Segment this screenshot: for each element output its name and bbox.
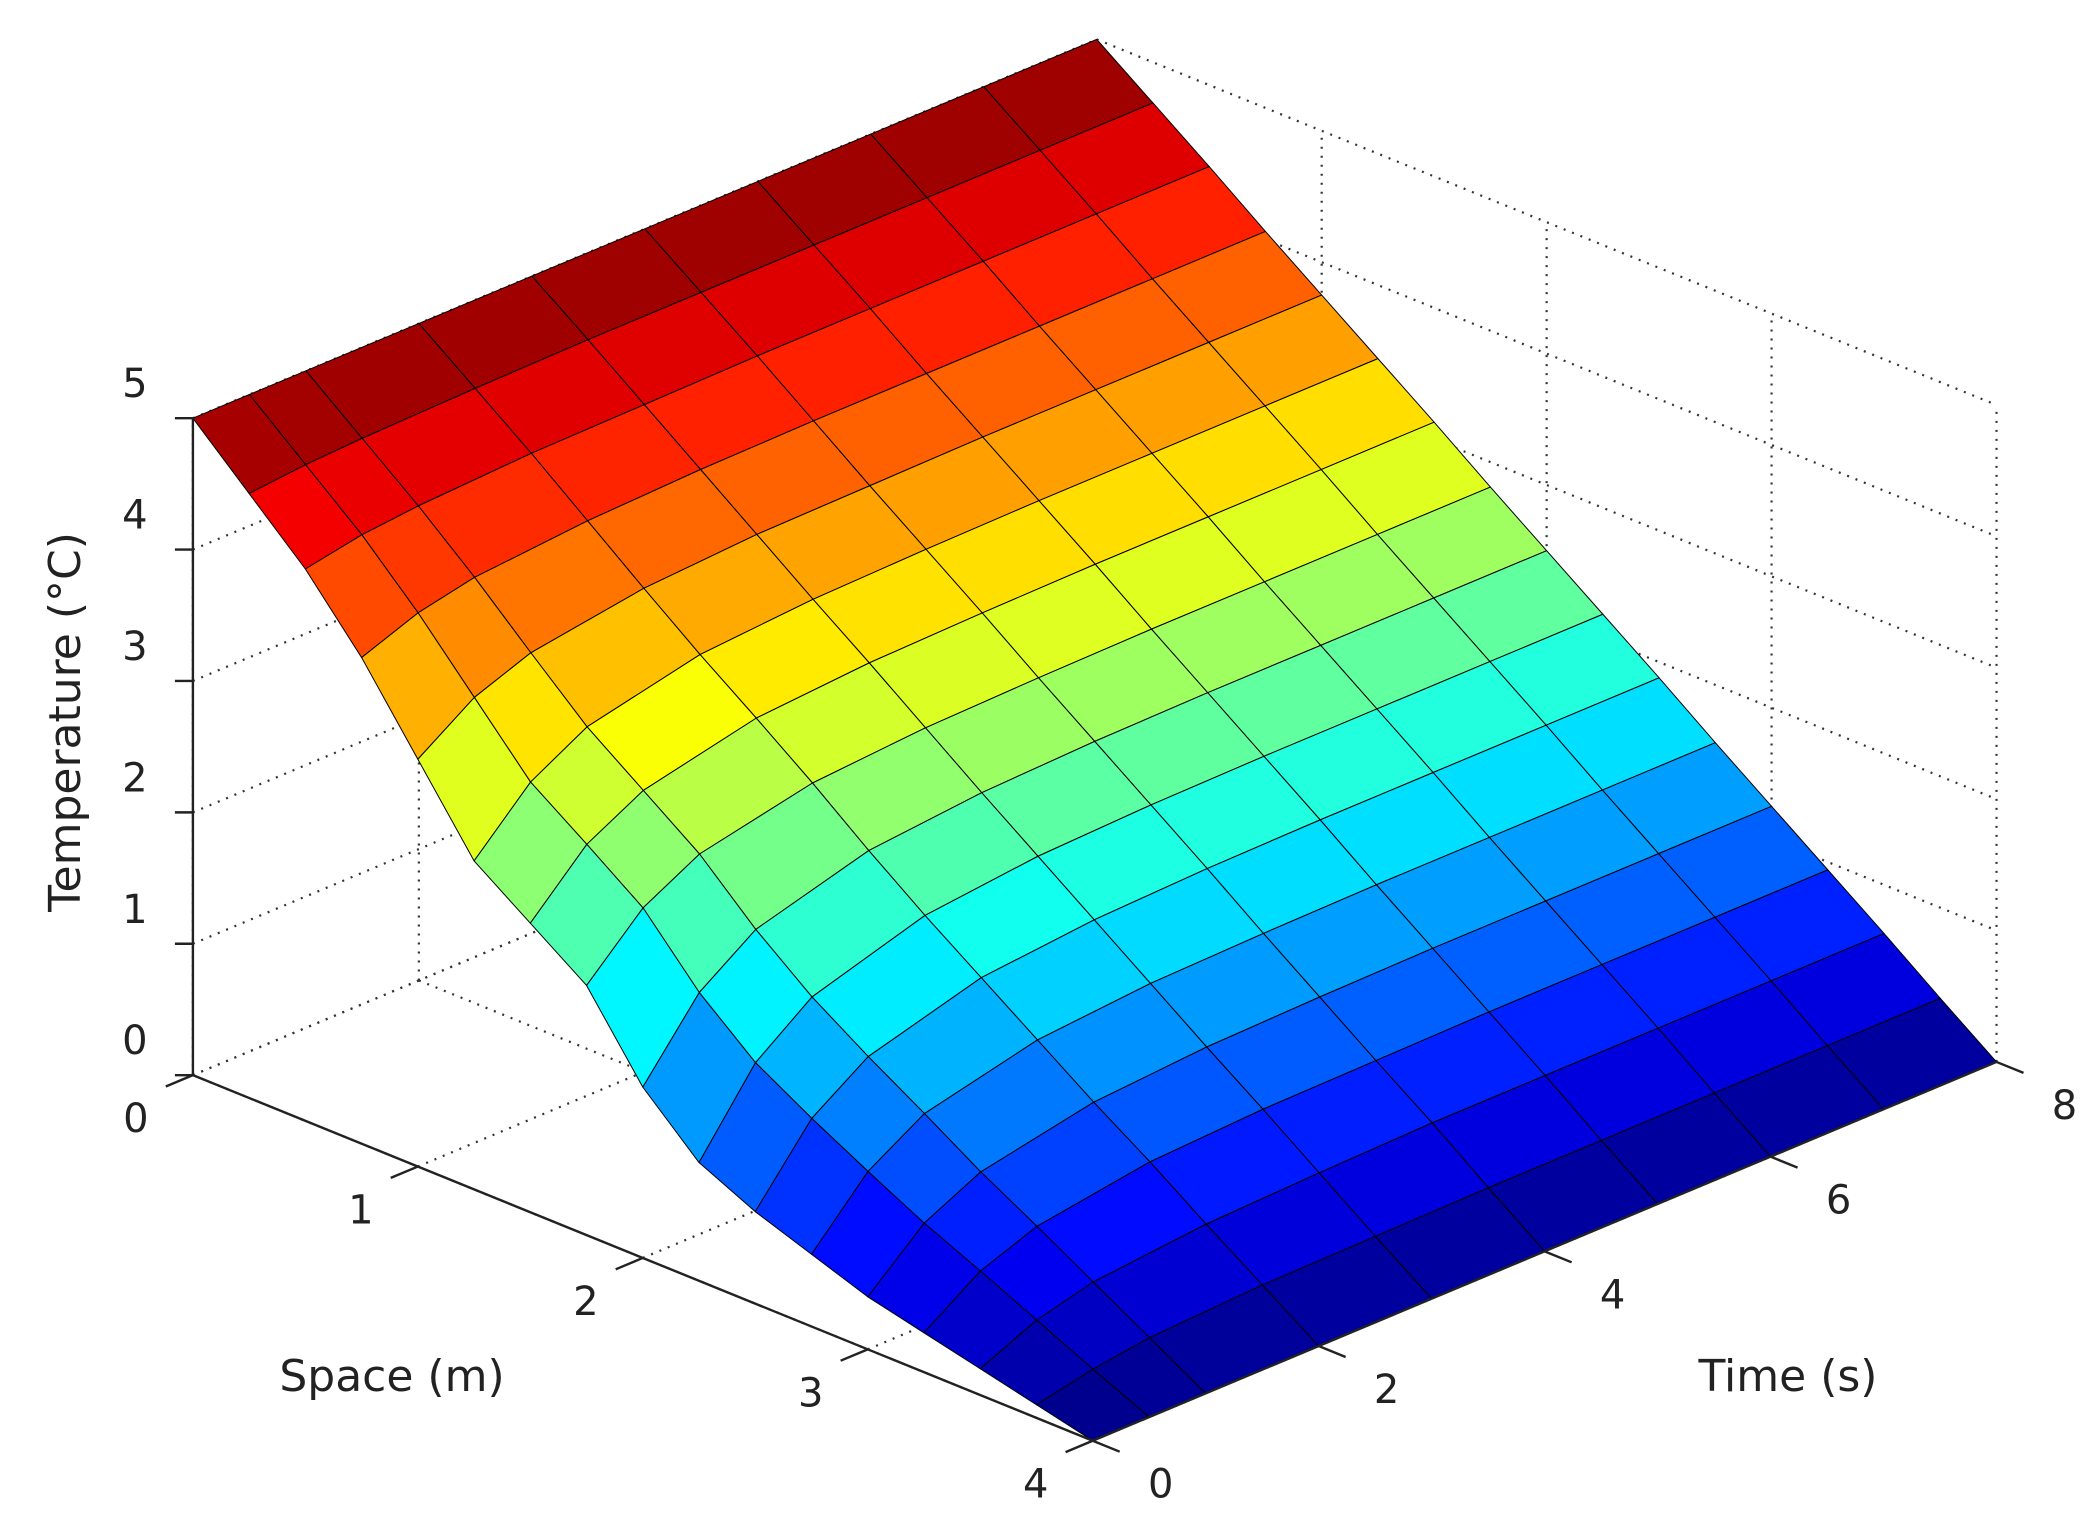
y-tick-label: 8 — [2052, 1083, 2077, 1129]
tick-mark — [165, 1074, 194, 1088]
x-tick-label: 0 — [123, 1096, 148, 1142]
z-tick-label: 3 — [122, 624, 147, 670]
x-tick-label: 2 — [573, 1279, 598, 1325]
y-tick-label: 6 — [1826, 1178, 1851, 1224]
tick-mark — [1544, 1250, 1573, 1264]
tick-mark — [615, 1256, 644, 1271]
z-tick-label: 2 — [122, 755, 147, 801]
tick-mark — [1318, 1344, 1347, 1359]
x-tick-label: 4 — [1023, 1462, 1048, 1508]
z-tick-label: 0 — [122, 1018, 147, 1064]
y-tick-label: 4 — [1600, 1272, 1625, 1318]
z-tick-label: 4 — [122, 493, 147, 539]
x-tick-label: 3 — [798, 1370, 823, 1416]
tick-mark — [390, 1165, 419, 1180]
grid-line — [417, 786, 1323, 1168]
z-tick-label: 1 — [122, 887, 147, 933]
tick-mark — [840, 1348, 869, 1362]
y-tick-label: 2 — [1374, 1367, 1399, 1413]
y-tick-label: 0 — [1148, 1462, 1173, 1508]
x-axis-label: Space (m) — [279, 1351, 504, 1402]
tick-mark — [1065, 1439, 1094, 1454]
grid-line — [192, 563, 1098, 945]
tick-mark — [1770, 1155, 1799, 1169]
axes: 0 1 2 3 4 5 0 1 2 3 4 0 2 4 6 8 — [122, 361, 2077, 1508]
x-tick-label: 1 — [348, 1188, 373, 1234]
tick-mark — [1092, 1439, 1121, 1453]
surface — [192, 38, 1998, 1442]
tick-mark — [1996, 1060, 2024, 1075]
grid-line — [192, 695, 1098, 1077]
z-axis-label: Temperature (°C) — [40, 532, 91, 913]
grid-line — [192, 432, 1098, 814]
z-tick-label: 5 — [122, 361, 147, 407]
y-axis-label: Time (s) — [1698, 1351, 1878, 1402]
